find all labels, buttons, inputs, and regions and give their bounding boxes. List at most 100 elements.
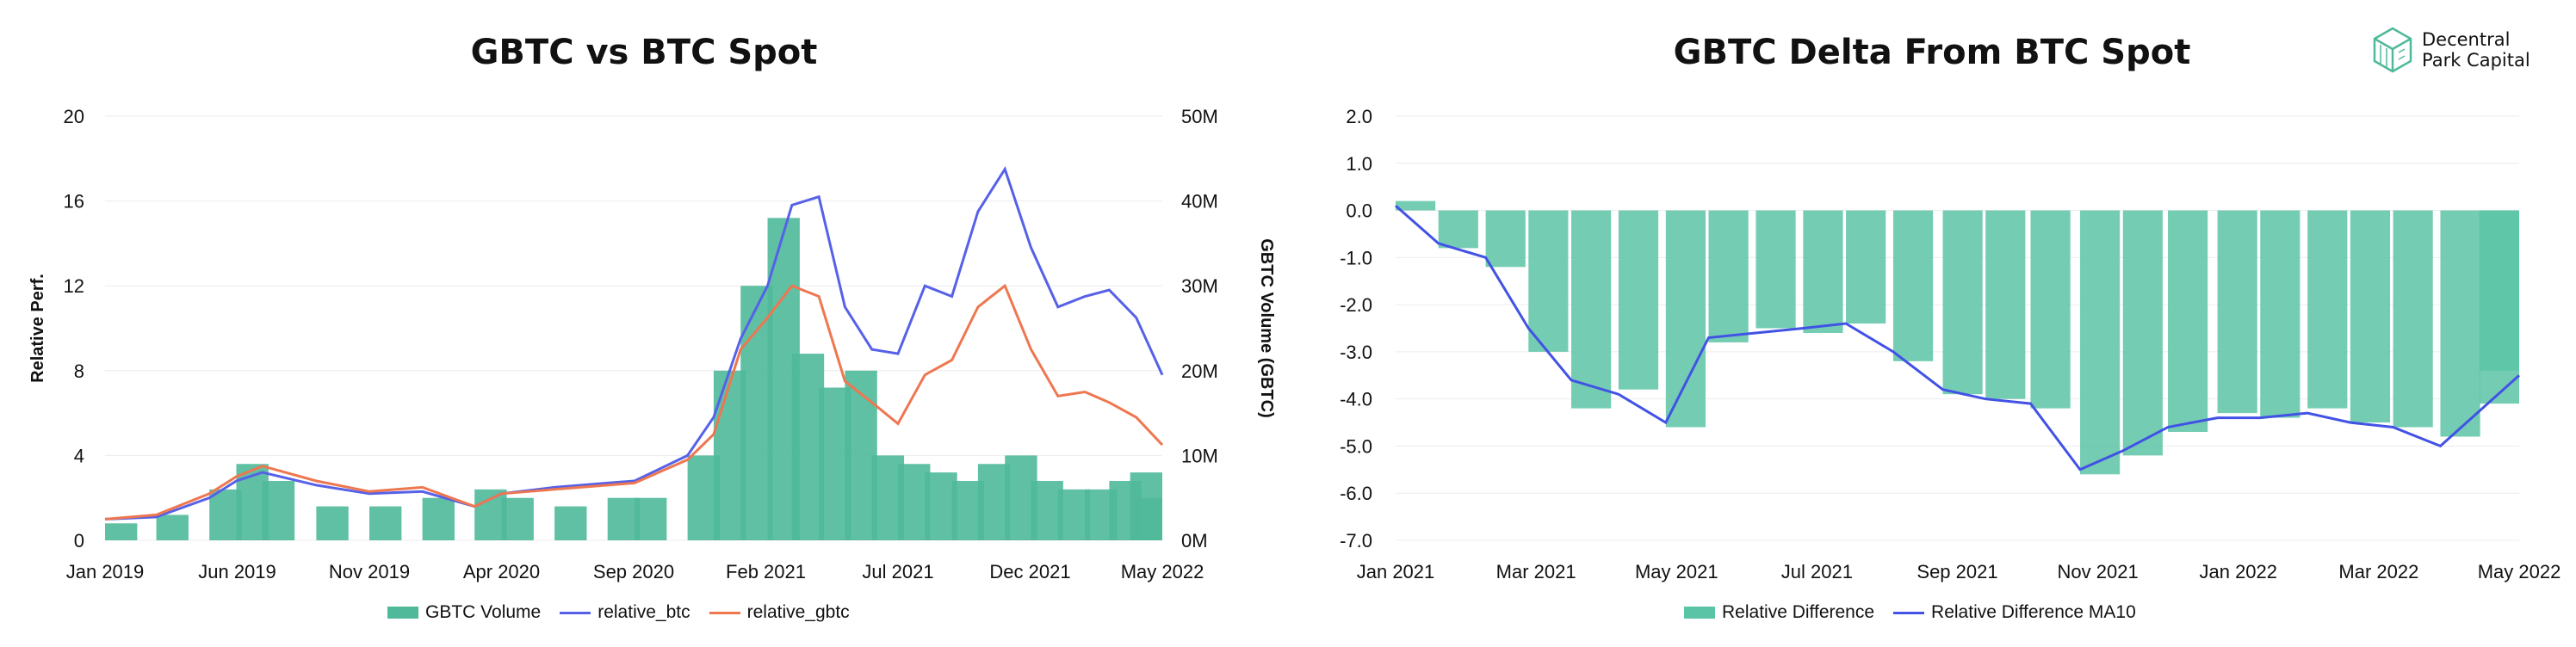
y2-tick-label: 20M (1181, 360, 1218, 382)
diff-bar (2440, 210, 2480, 437)
legend-swatch (1684, 607, 1715, 619)
series-line-relative-gbtc (104, 283, 1164, 521)
legend-swatch (709, 611, 740, 614)
y-tick-label: -4.0 (1340, 389, 1372, 410)
volume-bar (1057, 489, 1091, 540)
volume-bar (977, 464, 1011, 540)
y-axis-label: Relative Perf. (28, 274, 47, 383)
cube-icon (2373, 27, 2412, 73)
brand-name-line1: Decentral (2422, 29, 2511, 50)
x-tick-label: Jan 2022 (2199, 561, 2277, 582)
diff-bar (1756, 210, 1796, 329)
legend-item-gbtc-volume[interactable]: GBTC Volume (387, 602, 541, 623)
y-tick-label: -7.0 (1340, 530, 1372, 551)
diff-bar (1396, 200, 1436, 211)
volume-bar (898, 464, 931, 540)
chart-title: GBTC vs BTC Spot (470, 33, 818, 72)
y-tick-label: -1.0 (1340, 247, 1372, 268)
legend-item-relative-gbtc[interactable]: relative_gbtc (709, 602, 850, 623)
diff-bar (1618, 210, 1659, 390)
y-tick-label: 0.0 (1346, 200, 1372, 222)
y-tick-label: 8 (74, 360, 84, 382)
y-tick-label: 0 (74, 530, 84, 551)
y-tick-label: 16 (64, 191, 84, 213)
legend-label: Relative Difference MA10 (1931, 602, 2136, 622)
legend-swatch (387, 607, 418, 619)
diff-bar (1892, 210, 1934, 361)
brand-name: Decentral Park Capital (2422, 29, 2530, 71)
y-tick-label: 12 (64, 275, 84, 297)
volume-bar (1031, 480, 1063, 540)
legend-item-relative-btc[interactable]: relative_btc (560, 602, 690, 623)
volume-bar (1130, 472, 1162, 540)
x-tick-label: Sep 2020 (593, 561, 674, 582)
volume-bar (209, 489, 242, 540)
x-tick-label: Jun 2019 (198, 561, 276, 582)
volume-bar (422, 497, 455, 540)
x-tick-label: Jul 2021 (1781, 561, 1853, 582)
volume-bar (791, 354, 825, 540)
volume-bar (554, 506, 587, 540)
diff-bar (1942, 210, 1983, 395)
brand-name-line2: Park Capital (2422, 50, 2530, 71)
volume-bar (635, 497, 667, 540)
y2-tick-label: 10M (1181, 445, 1218, 466)
series-line-relative-btc (104, 166, 1164, 521)
volume-bar (369, 506, 402, 540)
volume-bar (501, 497, 534, 540)
x-tick-label: May 2021 (1635, 561, 1718, 582)
y-tick-label: -3.0 (1340, 342, 1372, 363)
diff-bar (1708, 210, 1749, 342)
volume-bar (925, 472, 957, 540)
diff-bar (1846, 210, 1886, 324)
diff-bar (2168, 210, 2208, 433)
diff-bar (2479, 210, 2519, 371)
diff-bar (1985, 210, 2026, 399)
diff-bar (1665, 210, 1706, 428)
x-tick-label: Sep 2021 (1917, 561, 1997, 582)
diff-bar (2307, 210, 2348, 409)
chart-gbtc-delta: 2.0 1.0 0.0 -1.0 -2.0 -3.0 -4.0 -5.0 -6.0 -7.0 Jan… (1340, 106, 2561, 582)
x-tick-label: Jul 2021 (862, 561, 933, 582)
chart-gbtc-vs-btc: 0 4 8 12 16 20 0M 10M 20M 30M 40M 50M Jan 2019 Jun 20… (28, 106, 1276, 582)
legend-item-relative-difference[interactable]: Relative Difference (1684, 602, 1874, 623)
volume-bar (156, 515, 189, 540)
chart-title: GBTC Delta From BTC Spot (1673, 33, 2191, 72)
x-tick-label: Dec 2021 (989, 561, 1070, 582)
diff-bar (2260, 210, 2300, 418)
volume-bar (316, 506, 349, 540)
y-tick-label: 20 (64, 106, 84, 127)
x-tick-label: Jan 2021 (1357, 561, 1435, 582)
chart-legend: GBTC Volume relative_btc relative_gbtc (387, 602, 850, 623)
x-tick-label: Nov 2019 (329, 561, 410, 582)
diff-bar (1803, 210, 1843, 333)
chart-legend: Relative Difference Relative Difference … (1684, 602, 2136, 623)
y-tick-label: -2.0 (1340, 294, 1372, 316)
x-tick-label: Nov 2021 (2058, 561, 2139, 582)
volume-bar (607, 497, 641, 540)
y2-tick-label: 50M (1181, 106, 1218, 127)
x-tick-label: Mar 2022 (2338, 561, 2418, 582)
legend-label: GBTC Volume (425, 602, 542, 622)
diff-bar (2393, 210, 2433, 428)
x-tick-label: May 2022 (2478, 561, 2561, 582)
y-tick-label: -6.0 (1340, 483, 1372, 504)
volume-bar (845, 370, 877, 540)
legend-item-relative-difference-ma10[interactable]: Relative Difference MA10 (1893, 602, 2136, 623)
volume-bar (105, 523, 138, 540)
y2-tick-label: 30M (1181, 275, 1218, 297)
y-tick-label: -5.0 (1340, 435, 1372, 457)
diff-bar (1485, 210, 1526, 268)
legend-swatch (1893, 611, 1925, 614)
diff-bar (1528, 210, 1569, 352)
brand-logo: Decentral Park Capital (2372, 24, 2570, 76)
y2-tick-label: 0M (1181, 530, 1208, 551)
series-line-ma10 (1395, 204, 2521, 471)
diff-bar (2122, 210, 2163, 456)
chart-panel-gbtc-delta: GBTC Delta From BTC Spot 2.0 1.0 0.0 -1.0 -2… (1288, 0, 2576, 647)
y-tick-label: 1.0 (1346, 153, 1372, 175)
x-tick-label: Mar 2021 (1496, 561, 1576, 582)
x-tick-label: Jan 2019 (66, 561, 145, 582)
diff-bar (2030, 210, 2071, 409)
x-tick-label: May 2022 (1121, 561, 1204, 582)
